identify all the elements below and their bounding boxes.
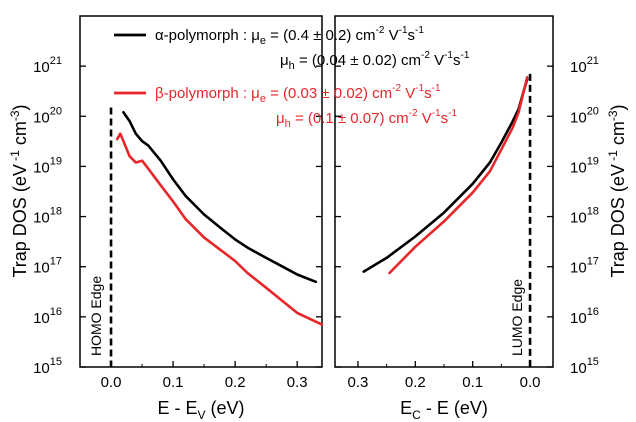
right-y-tick-label: 1018	[570, 206, 599, 227]
right-x-tick-label: 0.3	[348, 374, 369, 391]
left-x-tick-label: 0.0	[101, 374, 122, 391]
left-y-tick-label: 1021	[33, 55, 62, 76]
left-y-tick-label: 1015	[33, 356, 62, 377]
left-x-tick-label: 0.3	[287, 374, 308, 391]
right-series-beta	[388, 76, 529, 275]
right-series-alpha	[362, 77, 529, 273]
left-y-tick-label: 1019	[33, 155, 62, 176]
right-y-tick-label: 1015	[570, 356, 599, 377]
legend-line2-beta: μh = (0.1 ± 0.07) cm-2 V-1s-1	[276, 108, 457, 130]
right-x-tick-label: 0.0	[520, 374, 541, 391]
left-y-axis-title: Trap DOS (eV -1 cm-3)	[8, 104, 30, 277]
legend-line1-beta: β-polymorph : μe = (0.03 ± 0.02) cm-2 V-…	[155, 83, 441, 105]
right-y-axis-title: Trap DOS (eV -1 cm-3)	[606, 104, 628, 277]
right-x-axis-title: EC - E (eV)	[400, 398, 488, 422]
left-panel-frame	[79, 15, 323, 368]
left-y-tick-label: 1020	[33, 105, 62, 126]
left-y-tick-label: 1017	[33, 256, 62, 277]
right-edge-label: LUMO Edge	[509, 279, 525, 356]
left-series-beta	[115, 132, 324, 326]
legend-line2-alpha: μh = (0.04 ± 0.02) cm-2 V-1s-1	[280, 50, 470, 72]
right-y-tick-label: 1017	[570, 256, 599, 277]
right-y-tick-label: 1021	[570, 55, 599, 76]
right-y-tick-label: 1016	[570, 306, 599, 327]
left-series-alpha	[122, 111, 318, 284]
left-edge-label: HOMO Edge	[88, 276, 104, 356]
right-x-tick-label: 0.2	[405, 374, 426, 391]
left-x-axis-title: E - EV (eV)	[157, 398, 244, 422]
left-x-tick-label: 0.1	[163, 374, 184, 391]
right-y-tick-label: 1020	[570, 105, 599, 126]
right-x-tick-label: 0.1	[462, 374, 483, 391]
right-y-tick-label: 1019	[570, 155, 599, 176]
left-y-tick-label: 1016	[33, 306, 62, 327]
left-x-tick-label: 0.2	[225, 374, 246, 391]
legend-line1-alpha: α-polymorph : μe = (0.4 ± 0.2) cm-2 V-1s…	[155, 25, 424, 47]
left-y-tick-label: 1018	[33, 206, 62, 227]
